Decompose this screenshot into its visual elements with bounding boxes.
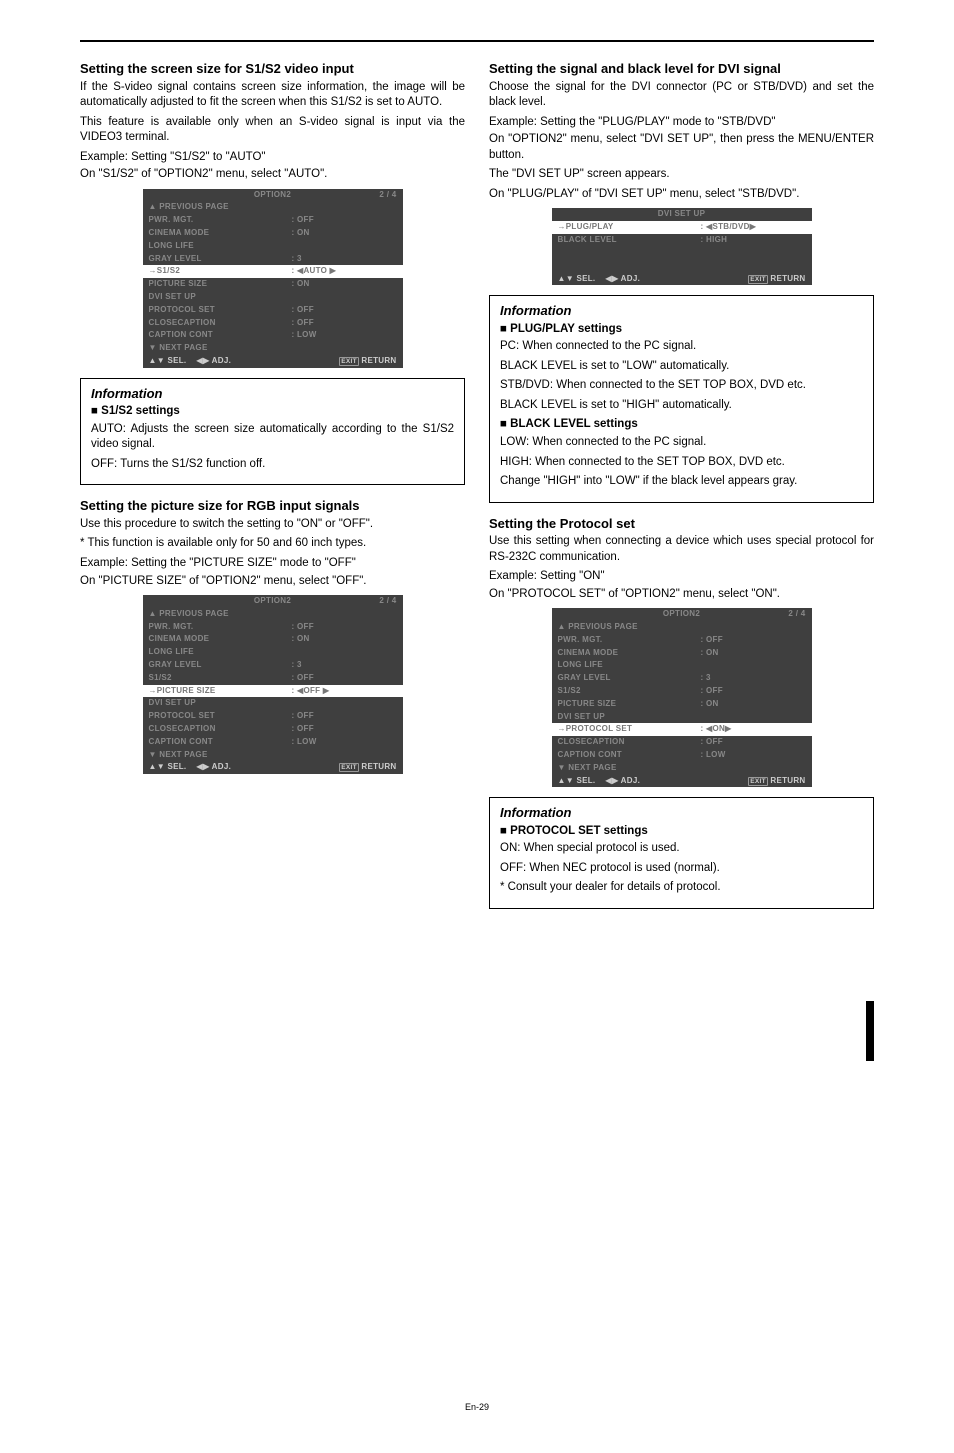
manual-page: Setting the screen size for S1/S2 video … [80,40,874,1413]
info-line: BLACK LEVEL is set to "HIGH" automatical… [500,398,863,414]
label: AUTO: [91,423,126,435]
osd-menu-1: OPTION22 / 4▲ PREVIOUS PAGEPWR. MGT.: OF… [143,189,403,368]
page-number: En-29 [80,1401,874,1413]
osd-menu-4: OPTION22 / 4▲ PREVIOUS PAGEPWR. MGT.: OF… [552,608,812,787]
para: On "OPTION2" menu, select "DVI SET UP", … [489,132,874,163]
example-line: Example: Setting the "PLUG/PLAY" mode to… [489,115,874,131]
on-line: On "PICTURE SIZE" of "OPTION2" menu, sel… [80,574,465,590]
info-box-s1s2: Information S1/S2 settings AUTO: Adjusts… [80,378,465,486]
info-subhead: PLUG/PLAY settings [500,322,863,338]
info-line: Change "HIGH" into "LOW" if the black le… [500,474,863,490]
info-box-protocol: Information PROTOCOL SET settings ON: Wh… [489,797,874,909]
on-line: On "S1/S2" of "OPTION2" menu, select "AU… [80,167,465,183]
info-subhead: S1/S2 settings [91,404,454,420]
label: ON: [500,842,520,854]
label: LOW: [500,436,529,448]
left-column: Setting the screen size for S1/S2 video … [80,54,465,1061]
label: OFF: [500,862,526,874]
osd-menu-3: DVI SET UP→PLUG/PLAY: ◀STB/DVD▶BLACK LEV… [552,208,812,285]
info-note: * Consult your dealer for details of pro… [500,880,863,896]
para: Choose the signal for the DVI connector … [489,80,874,111]
text: When connected to the PC signal. [532,436,706,448]
label: HIGH: [500,456,532,468]
info-title: Information [91,385,454,403]
on-line: On "PROTOCOL SET" of "OPTION2" menu, sel… [489,587,874,603]
text: Adjusts the screen size automatically ac… [91,423,454,451]
info-line: OFF: Turns the S1/S2 function off. [91,457,454,473]
para: This feature is available only when an S… [80,115,465,146]
info-line: PC: When connected to the PC signal. [500,339,863,355]
example-line: Example: Setting the "PICTURE SIZE" mode… [80,556,465,572]
info-subhead: BLACK LEVEL settings [500,417,863,433]
info-title: Information [500,804,863,822]
heading-s1s2: Setting the screen size for S1/S2 video … [80,60,465,78]
para: If the S-video signal contains screen si… [80,80,465,111]
text: When connected to the SET TOP BOX, DVD e… [535,456,785,468]
text: When connected to the PC signal. [522,340,696,352]
example-line: Example: Setting "S1/S2" to "AUTO" [80,150,465,166]
info-line: STB/DVD: When connected to the SET TOP B… [500,378,863,394]
label: OFF: [91,458,117,470]
para: * This function is available only for 50… [80,536,465,552]
info-subhead: PROTOCOL SET settings [500,824,863,840]
side-tab-marker [866,1001,874,1061]
info-box-plugplay: Information PLUG/PLAY settings PC: When … [489,295,874,502]
heading-protocol: Setting the Protocol set [489,515,874,533]
osd-menu-2: OPTION22 / 4▲ PREVIOUS PAGEPWR. MGT.: OF… [143,595,403,774]
para: Use this setting when connecting a devic… [489,534,874,565]
label: STB/DVD: [500,379,553,391]
info-title: Information [500,302,863,320]
info-line: ON: When special protocol is used. [500,841,863,857]
info-line: OFF: When NEC protocol is used (normal). [500,861,863,877]
para: The "DVI SET UP" screen appears. [489,167,874,183]
right-column: Setting the signal and black level for D… [489,54,874,1061]
heading-dvi: Setting the signal and black level for D… [489,60,874,78]
info-line: HIGH: When connected to the SET TOP BOX,… [500,455,863,471]
info-line: LOW: When connected to the PC signal. [500,435,863,451]
heading-picsize: Setting the picture size for RGB input s… [80,497,465,515]
example-line: Example: Setting "ON" [489,569,874,585]
info-line: AUTO: Adjusts the screen size automatica… [91,422,454,453]
para: Use this procedure to switch the setting… [80,517,465,533]
text: When NEC protocol is used (normal). [529,862,719,874]
text: Turns the S1/S2 function off. [120,458,265,470]
text: When connected to the SET TOP BOX, DVD e… [556,379,806,391]
label: PC: [500,340,519,352]
text: When special protocol is used. [524,842,680,854]
info-line: BLACK LEVEL is set to "LOW" automaticall… [500,359,863,375]
para: On "PLUG/PLAY" of "DVI SET UP" menu, sel… [489,187,874,203]
